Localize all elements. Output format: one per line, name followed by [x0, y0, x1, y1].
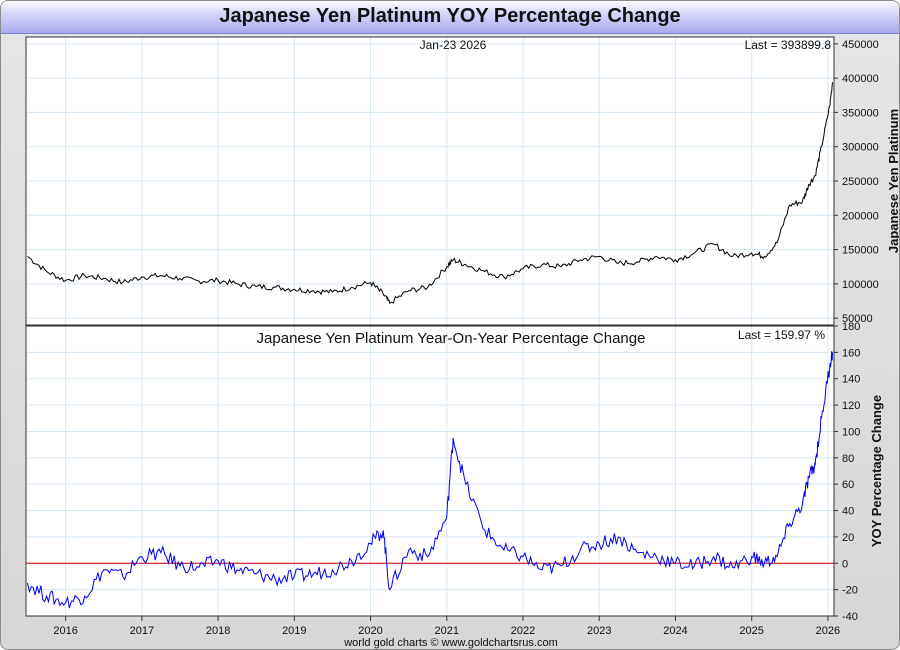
platinum-price-line: [27, 82, 833, 304]
y-tick-label: 80: [842, 453, 854, 465]
y-tick-label: 140: [842, 374, 860, 386]
top-y-axis-label: Japanese Yen Platinum: [886, 109, 899, 253]
x-tick-label: 2018: [206, 625, 230, 637]
axis-ticks: 2016 2017 2018 2019 2020 2021 2022 2023 2024 2025…: [53, 39, 878, 637]
panel-border: [25, 325, 835, 617]
y-tick-label: 60: [842, 479, 854, 491]
y-tick-label: 100: [842, 426, 860, 438]
bottom-y-axis-label: YOY Percentage Change: [869, 395, 884, 547]
y-tick-label: -20: [842, 585, 858, 597]
top-last-value: Last = 393899.8: [745, 38, 832, 52]
x-tick-label: 2026: [816, 625, 840, 637]
x-tick-label: 2024: [663, 625, 687, 637]
x-tick-label: 2023: [587, 625, 611, 637]
title-bar: Japanese Yen Platinum YOY Percentage Cha…: [1, 1, 899, 34]
x-tick-label: 2021: [435, 625, 459, 637]
y-tick-label: -40: [842, 611, 858, 623]
x-tick-label: 2017: [130, 625, 154, 637]
y-tick-label: 40: [842, 506, 854, 518]
x-tick-label: 2019: [282, 625, 306, 637]
y-tick-label: 450000: [842, 39, 879, 51]
chart-title: Japanese Yen Platinum YOY Percentage Cha…: [219, 5, 681, 27]
y-tick-label: 180: [842, 321, 860, 333]
y-tick-label: 250000: [842, 176, 879, 188]
bottom-panel-title: Japanese Yen Platinum Year-On-Year Perce…: [257, 330, 646, 347]
y-tick-label: 400000: [842, 73, 879, 85]
y-tick-label: 0: [842, 558, 848, 570]
y-tick-label: 200000: [842, 210, 879, 222]
date-label: Jan-23 2026: [420, 38, 487, 52]
grid: [26, 37, 834, 617]
x-tick-label: 2022: [511, 625, 535, 637]
panel-background: [26, 326, 834, 616]
x-tick-label: 2025: [739, 625, 763, 637]
y-tick-label: 50000: [842, 313, 873, 325]
footer-credit: world gold charts © www.goldchartsrus.co…: [343, 637, 558, 649]
y-tick-label: 350000: [842, 107, 879, 119]
yoy-change-line: [27, 351, 833, 609]
y-tick-label: 120: [842, 400, 860, 412]
y-tick-label: 20: [842, 532, 854, 544]
y-tick-label: 100000: [842, 279, 879, 291]
bottom-last-value: Last = 159.97 %: [738, 328, 825, 342]
y-tick-label: 150000: [842, 245, 879, 257]
y-tick-label: 300000: [842, 142, 879, 154]
y-tick-label: 160: [842, 347, 860, 359]
x-tick-label: 2020: [358, 625, 382, 637]
x-tick-label: 2016: [53, 625, 77, 637]
